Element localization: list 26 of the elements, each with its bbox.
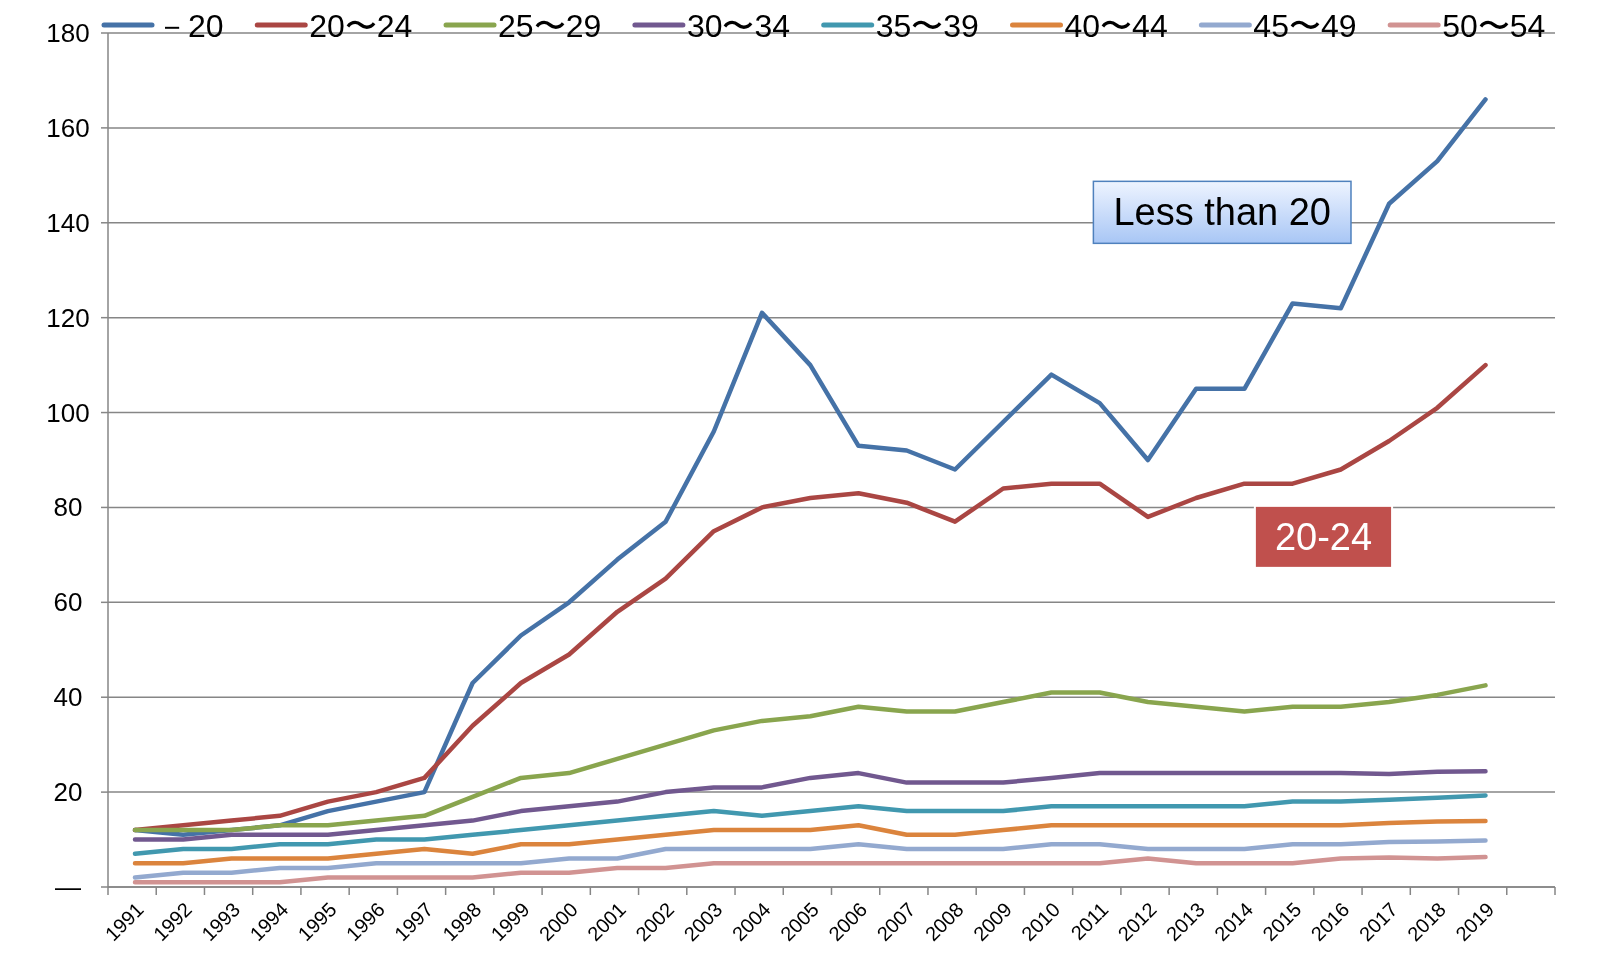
y-tick-label: 160 [46, 112, 90, 143]
line-series [132, 818, 1488, 866]
legend-label: 40〜44 [1064, 8, 1168, 44]
line-series [132, 854, 1488, 885]
y-tick-label: 100 [46, 397, 90, 428]
legend-label: 25〜29 [498, 8, 602, 44]
y-tick-label: 60 [53, 587, 83, 618]
line-series [132, 838, 1488, 880]
line-series [132, 793, 1488, 857]
y-tick-label: — [55, 872, 81, 902]
line-series [132, 683, 1488, 833]
legend-label: 30〜34 [686, 8, 791, 44]
y-tick-label: 120 [46, 302, 90, 333]
legend-label: 45〜49 [1253, 8, 1357, 44]
y-tick-label: 140 [46, 207, 90, 238]
legend-label: 35〜39 [875, 8, 979, 44]
y-tick-label: 20 [53, 777, 83, 808]
line-series [132, 768, 1488, 842]
legend-label: 50〜54 [1442, 8, 1546, 44]
y-tick-label: 180 [46, 18, 90, 48]
annotation: 20-24 [1274, 515, 1373, 558]
y-tick-label: 40 [53, 682, 83, 713]
legend-label: －20 [156, 8, 224, 44]
y-tick-label: 80 [53, 492, 83, 523]
annotation: Less than 20 [1113, 191, 1331, 234]
legend-label: 20〜24 [309, 8, 413, 44]
